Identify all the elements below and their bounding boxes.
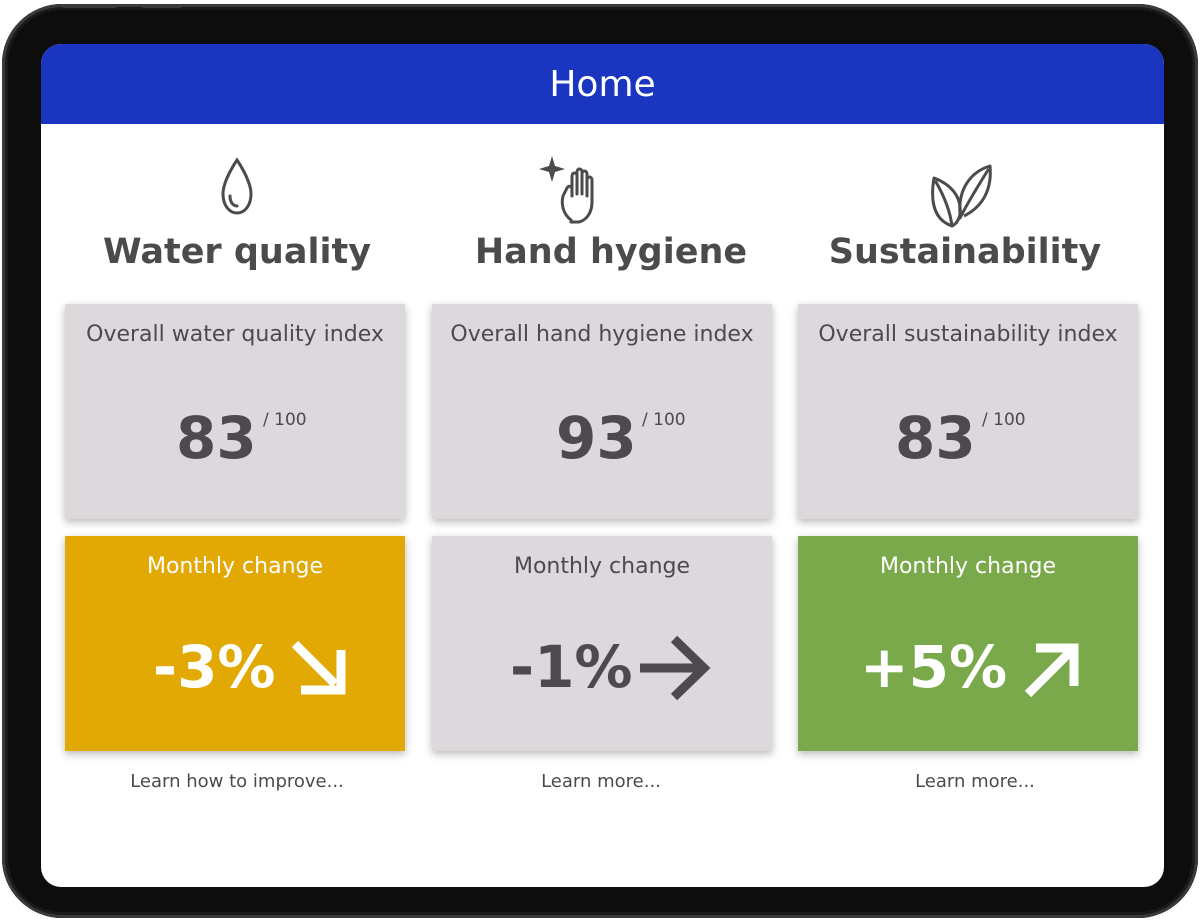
hand-hygiene-learn-more-link[interactable]: Learn more... (541, 771, 661, 792)
device-button (142, 4, 182, 8)
index-score: 83 (895, 404, 976, 472)
learn-how-to-improve-link[interactable]: Learn how to improve... (130, 771, 344, 792)
sustainability-learn-more-link[interactable]: Learn more... (915, 771, 1035, 792)
device-button (62, 4, 117, 8)
index-label: Overall hand hygiene index (450, 322, 754, 347)
index-label: Overall water quality index (86, 322, 384, 347)
change-value: -3% (153, 633, 276, 701)
index-score-max: / 100 (982, 410, 1026, 430)
screen: Home Water quality Hand hygiene Sustaina… (41, 44, 1164, 887)
index-score-max: / 100 (263, 410, 307, 430)
sustainability-change-card[interactable]: Monthly change +5% (798, 536, 1138, 751)
index-score-max: / 100 (642, 410, 686, 430)
hand-hygiene-change-card[interactable]: Monthly change -1% (432, 536, 772, 751)
section-title-water-quality: Water quality (102, 232, 372, 272)
page-title: Home (549, 63, 656, 105)
index-score: 93 (556, 404, 637, 472)
change-label: Monthly change (146, 554, 324, 579)
water-quality-index-card[interactable]: Overall water quality index 83 / 100 (65, 304, 405, 519)
sustainability-index-card[interactable]: Overall sustainability index 83 / 100 (798, 304, 1138, 519)
index-score: 83 (176, 404, 257, 472)
tablet-frame: Home Water quality Hand hygiene Sustaina… (2, 4, 1198, 918)
change-label: Monthly change (879, 554, 1057, 579)
arrow-down-right-icon (291, 640, 346, 695)
section-title-hand-hygiene: Hand hygiene (474, 232, 748, 272)
arrow-right-icon (640, 635, 711, 701)
leaves-icon (931, 164, 992, 228)
section-title-sustainability: Sustainability (828, 232, 1102, 272)
hand-hygiene-index-card[interactable]: Overall hand hygiene index 93 / 100 (432, 304, 772, 519)
change-label: Monthly change (513, 554, 691, 579)
change-value: +5% (860, 633, 1008, 701)
water-quality-change-card[interactable]: Monthly change -3% (65, 536, 405, 751)
hand-sparkle-icon (539, 156, 594, 224)
water-drop-icon (221, 157, 253, 215)
app-header: Home (41, 44, 1164, 124)
index-label: Overall sustainability index (818, 322, 1118, 347)
change-value: -1% (510, 633, 633, 701)
arrow-up-right-icon (1024, 643, 1079, 698)
